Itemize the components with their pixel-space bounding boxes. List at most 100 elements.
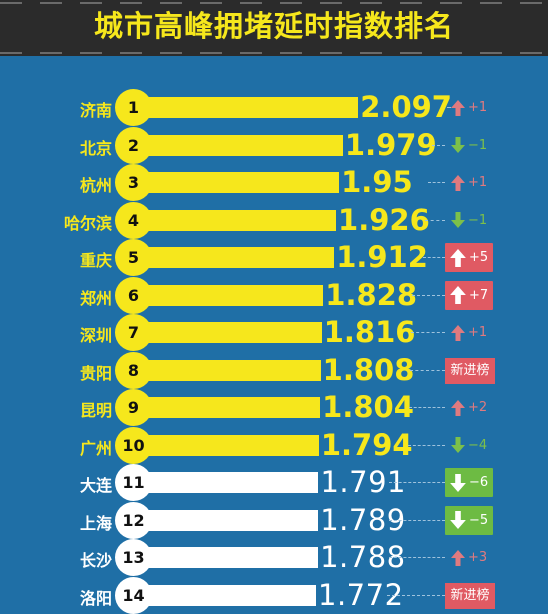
value-label: 2.097 bbox=[360, 90, 452, 124]
value-bar bbox=[130, 397, 321, 418]
value-label: 1.794 bbox=[320, 427, 413, 462]
rank-badge: 13 bbox=[115, 539, 152, 576]
leader-line bbox=[431, 144, 445, 146]
ranking-row: 北京 2 1.979 −1 bbox=[0, 126, 548, 164]
rank-badge: 3 bbox=[115, 164, 152, 201]
ranking-row: 哈尔滨 4 1.926 −1 bbox=[0, 201, 548, 239]
value-bar bbox=[130, 584, 316, 606]
rank-change: +7 bbox=[445, 280, 494, 310]
rank-badge: 6 bbox=[115, 276, 152, 314]
rank-change: −1 bbox=[451, 127, 487, 164]
value-label: 1.816 bbox=[323, 315, 416, 349]
rank-change-value: −6 bbox=[469, 475, 489, 490]
city-label: 洛阳 bbox=[79, 588, 112, 608]
rank-change: +5 bbox=[445, 243, 494, 272]
value-bar bbox=[130, 134, 343, 156]
value-bar bbox=[130, 284, 324, 306]
arrow-up-icon bbox=[451, 99, 465, 116]
ranking-row: 广州 10 1.794 −4 bbox=[0, 426, 548, 464]
ranking-row: 大连 11 1.791 −6 bbox=[0, 464, 548, 501]
rank-badge: 1 bbox=[115, 89, 152, 126]
leader-line bbox=[447, 107, 452, 108]
leader-line bbox=[423, 257, 445, 258]
city-label: 昆明 bbox=[79, 401, 112, 420]
ranking-row: 深圳 7 1.816 +1 bbox=[0, 314, 548, 351]
rank-change: −6 bbox=[445, 468, 494, 497]
rank-change-value: +2 bbox=[468, 400, 488, 415]
value-label: 1.828 bbox=[325, 277, 417, 312]
arrow-down-icon bbox=[451, 137, 465, 153]
arrow-up-icon bbox=[451, 399, 465, 416]
rank-badge: 12 bbox=[115, 501, 152, 539]
value-bar bbox=[130, 97, 359, 118]
rank-change: +1 bbox=[451, 314, 487, 351]
rank-change-value: +7 bbox=[469, 287, 489, 303]
city-label: 郑州 bbox=[79, 288, 112, 308]
value-label: 1.979 bbox=[344, 127, 437, 162]
rank-change-value: −4 bbox=[468, 437, 488, 453]
value-bar bbox=[130, 209, 337, 231]
arrow-up-icon bbox=[451, 549, 465, 566]
value-bar bbox=[130, 247, 335, 268]
ranking-row: 洛阳 14 1.772 新进榜 bbox=[0, 576, 548, 614]
leader-line bbox=[389, 482, 445, 483]
new-entry-badge: 新进榜 bbox=[445, 582, 495, 609]
leader-line bbox=[407, 444, 445, 446]
city-label: 上海 bbox=[79, 513, 112, 533]
arrow-down-icon bbox=[450, 473, 466, 492]
leader-line bbox=[425, 219, 445, 221]
value-bar bbox=[130, 359, 321, 381]
rank-badge: 4 bbox=[115, 201, 152, 239]
rank-change-value: −1 bbox=[468, 212, 488, 228]
value-bar bbox=[130, 172, 340, 193]
arrow-up-icon bbox=[451, 174, 465, 191]
lane-marking bbox=[0, 52, 548, 54]
leader-line bbox=[409, 407, 445, 408]
rank-change-value: −1 bbox=[468, 137, 488, 153]
rank-badge: 14 bbox=[115, 576, 152, 614]
value-bar bbox=[130, 509, 319, 531]
rank-change: −4 bbox=[451, 427, 487, 464]
title-banner: 城市高峰拥堵延时指数排名 bbox=[0, 0, 548, 56]
city-label: 深圳 bbox=[79, 326, 112, 345]
city-label: 济南 bbox=[79, 101, 112, 120]
ranking-row: 重庆 5 1.912 +5 bbox=[0, 239, 548, 276]
value-label: 1.926 bbox=[338, 202, 430, 237]
city-label: 杭州 bbox=[79, 176, 112, 195]
city-label: 重庆 bbox=[79, 251, 112, 270]
rank-change-value: +5 bbox=[469, 250, 489, 265]
value-label: 1.804 bbox=[322, 390, 414, 424]
leader-line bbox=[409, 369, 445, 371]
leader-line bbox=[412, 294, 445, 296]
arrow-down-icon bbox=[450, 511, 466, 529]
leader-line bbox=[410, 332, 445, 333]
new-entry-badge: 新进榜 bbox=[445, 357, 495, 384]
leader-line bbox=[387, 594, 445, 596]
rank-change: +1 bbox=[451, 89, 487, 126]
value-bar bbox=[130, 322, 322, 343]
city-label: 大连 bbox=[79, 476, 112, 495]
rank-badge: 10 bbox=[115, 426, 152, 464]
leader-line bbox=[389, 519, 445, 521]
value-bar bbox=[130, 434, 319, 456]
rank-badge: 5 bbox=[115, 239, 152, 276]
rank-change: +2 bbox=[451, 389, 487, 426]
rank-change-value: +1 bbox=[468, 175, 488, 190]
ranking-row: 贵阳 8 1.808 新进榜 bbox=[0, 351, 548, 389]
ranking-row: 上海 12 1.789 −5 bbox=[0, 501, 548, 539]
chart-title: 城市高峰拥堵延时指数排名 bbox=[93, 9, 454, 43]
rank-change: +3 bbox=[451, 539, 487, 576]
ranking-row: 郑州 6 1.828 +7 bbox=[0, 276, 548, 314]
city-label: 广州 bbox=[79, 438, 112, 458]
rank-change: −1 bbox=[451, 202, 487, 239]
rank-badge: 9 bbox=[115, 389, 152, 426]
rank-change: −5 bbox=[445, 505, 494, 535]
rank-badge: 2 bbox=[115, 126, 152, 164]
arrow-up-icon bbox=[450, 248, 466, 267]
leader-line bbox=[389, 557, 445, 558]
rank-change-value: +1 bbox=[468, 100, 488, 115]
value-bar bbox=[130, 472, 319, 493]
rank-badge: 8 bbox=[115, 351, 152, 389]
value-label: 1.912 bbox=[336, 240, 428, 274]
